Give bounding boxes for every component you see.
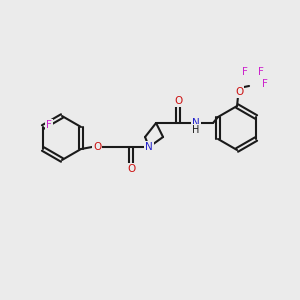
Text: N: N: [145, 142, 153, 152]
Text: O: O: [235, 87, 243, 97]
Text: F: F: [46, 120, 52, 130]
Text: F: F: [262, 79, 268, 89]
Text: F: F: [242, 67, 248, 77]
Text: O: O: [93, 142, 101, 152]
Text: O: O: [127, 164, 135, 174]
Text: O: O: [174, 96, 182, 106]
Text: H: H: [192, 125, 200, 135]
Text: N: N: [192, 118, 200, 128]
Text: F: F: [258, 67, 264, 77]
